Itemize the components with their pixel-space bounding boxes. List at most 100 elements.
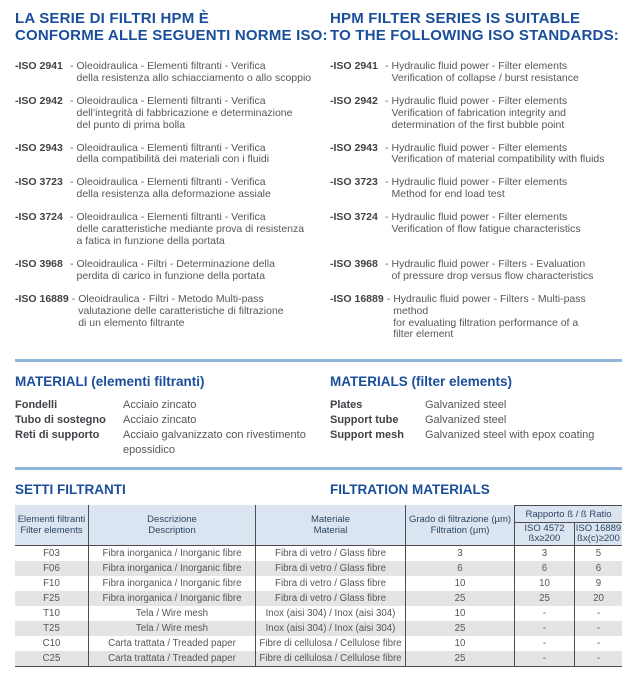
table-row: F06 Fibra inorganica / Inorganic fibre F…: [15, 561, 622, 577]
cell-filtration-grade: 6: [406, 561, 515, 577]
iso-code: -ISO 2943: [15, 141, 63, 154]
material-value: Galvanized steel with epox coating: [425, 429, 595, 442]
cell-iso-16889-ratio: -: [596, 608, 601, 620]
header-beta-ratio-group: Rapporto ß / ß Ratio: [515, 505, 622, 524]
iso-description-en: Hydraulic fluid power - Filter elements …: [391, 176, 568, 201]
iso-description-en: Hydraulic fluid power - Filters - Evalua…: [391, 257, 594, 282]
iso-description-it: Oleoidraulica - Filtri - Determinazione …: [76, 257, 275, 282]
cell-filtration-grade: 25: [406, 651, 515, 667]
material-row: Support tube Galvanized steel: [330, 413, 622, 428]
iso-separator: -: [70, 60, 74, 72]
header-material: Materiale Material: [256, 505, 406, 546]
iso-item-it: -ISO 2943 - Oleoidraulica - Elementi fil…: [15, 141, 330, 167]
iso-description-it: Oleoidraulica - Elementi filtranti - Ver…: [76, 211, 305, 247]
iso-separator: -: [70, 176, 74, 189]
standards-title-it: LA SERIE DI FILTRI HPM È CONFORME ALLE S…: [15, 10, 328, 44]
material-value: Galvanized steel: [425, 399, 507, 412]
cell-iso-4572-ratio: 6: [515, 561, 575, 577]
iso-description-it: Oleoidraulica - Elementi filtranti - Ver…: [76, 94, 293, 131]
cell-material: Fibra di vetro / Glass fibre: [256, 561, 406, 577]
iso-standard-row: -ISO 2943 - Oleoidraulica - Elementi fil…: [15, 141, 622, 167]
iso-code: -ISO 2941: [15, 60, 63, 72]
section-divider: [15, 359, 622, 363]
iso-item-it: -ISO 3723 - Oleoidraulica - Elementi fil…: [15, 176, 330, 201]
iso-description-it: Oleoidraulica - Elementi filtranti - Ver…: [76, 60, 312, 84]
iso-standard-row: -ISO 2941 - Oleoidraulica - Elementi fil…: [15, 60, 622, 85]
cell-material: Fibra di vetro / Glass fibre: [256, 576, 406, 592]
iso-separator: -: [70, 94, 74, 107]
iso-item-en: -ISO 2943 - Hydraulic fluid power - Filt…: [330, 142, 622, 167]
iso-code: -ISO 3723: [330, 176, 378, 189]
cell-iso-16889-ratio: 9: [595, 578, 602, 590]
iso-code: -ISO 3724: [15, 211, 63, 224]
cell-description: Fibra inorganica / Inorganic fibre: [89, 591, 256, 607]
iso-item-it: -ISO 3724 - Oleoidraulica - Elementi fil…: [15, 211, 330, 248]
materials-it: MATERIALI (elementi filtranti) Fondelli …: [15, 374, 330, 458]
filtration-table: Elementi filtranti Filter elements Descr…: [15, 505, 622, 668]
table-row: F03 Fibra inorganica / Inorganic fibre F…: [15, 546, 622, 562]
material-row: Tubo di sostegno Acciaio zincato: [15, 413, 330, 428]
material-value: Acciaio zincato: [123, 414, 197, 427]
iso-code: -ISO 3968: [15, 257, 63, 270]
table-row: C10 Carta trattata / Treaded paper Fibre…: [15, 636, 622, 652]
cell-iso-16889-ratio: 20: [593, 593, 604, 605]
cell-element-code: F25: [15, 591, 89, 607]
iso-item-en: -ISO 3723 - Hydraulic fluid power - Filt…: [330, 176, 622, 201]
table-row: F10 Fibra inorganica / Inorganic fibre F…: [15, 576, 622, 592]
iso-item-it: -ISO 3968 - Oleoidraulica - Filtri - Det…: [15, 257, 330, 283]
cell-iso-16889-ratio: -: [596, 653, 601, 665]
iso-separator: -: [385, 94, 389, 107]
table-row: T25 Tela / Wire mesh Inox (aisi 304) / I…: [15, 621, 622, 637]
material-value: Acciaio zincato: [123, 399, 197, 412]
section-divider: [15, 467, 622, 471]
iso-description-en: Hydraulic fluid power - Filters - Multi-…: [393, 292, 586, 341]
cell-description: Fibra inorganica / Inorganic fibre: [89, 576, 256, 592]
iso-separator: -: [70, 211, 74, 224]
material-label: Support tube: [330, 414, 399, 427]
iso-standard-row: -ISO 3723 - Oleoidraulica - Elementi fil…: [15, 176, 622, 201]
iso-code: -ISO 3723: [15, 176, 63, 189]
material-label: Plates: [330, 399, 363, 412]
iso-item-en: -ISO 16889 - Hydraulic fluid power - Fil…: [330, 292, 622, 342]
iso-separator: -: [70, 141, 74, 154]
standards-titles: LA SERIE DI FILTRI HPM È CONFORME ALLE S…: [15, 10, 622, 44]
filtration-title-en: FILTRATION MATERIALS: [330, 482, 490, 498]
iso-code: -ISO 2942: [330, 94, 378, 107]
iso-separator: -: [386, 292, 391, 305]
cell-iso-4572-ratio: 25: [515, 591, 575, 607]
iso-separator: -: [385, 60, 389, 72]
filtration-title-it: SETTI FILTRANTI: [15, 482, 126, 498]
iso-standard-row: -ISO 16889 - Oleoidraulica - Filtri - Me…: [15, 292, 622, 342]
cell-material: Fibre di cellulosa / Cellulose fibre: [256, 636, 406, 652]
cell-description: Tela / Wire mesh: [89, 621, 256, 637]
catalog-page: LA SERIE DI FILTRI HPM È CONFORME ALLE S…: [15, 10, 622, 668]
cell-element-code: F06: [15, 561, 89, 577]
cell-iso-4572-ratio: 3: [515, 546, 575, 562]
iso-item-en: -ISO 3724 - Hydraulic fluid power - Filt…: [330, 211, 622, 248]
cell-filtration-grade: 10: [406, 606, 515, 622]
cell-element-code: T25: [15, 621, 89, 637]
material-value: Acciaio galvanizzato con rivestimento ep…: [123, 429, 306, 457]
iso-separator: -: [71, 292, 76, 305]
iso-description-it: Oleoidraulica - Elementi filtranti - Ver…: [76, 176, 271, 201]
materials-title-en: MATERIALS (filter elements): [330, 374, 513, 390]
iso-description-en: Hydraulic fluid power - Filter elements …: [391, 94, 568, 131]
cell-description: Carta trattata / Treaded paper: [89, 651, 256, 667]
header-filter-elements: Elementi filtranti Filter elements: [15, 505, 89, 546]
material-row: Plates Galvanized steel: [330, 398, 622, 413]
iso-standard-row: -ISO 3968 - Oleoidraulica - Filtri - Det…: [15, 257, 622, 283]
iso-description-en: Hydraulic fluid power - Filter elements …: [391, 211, 581, 236]
cell-description: Carta trattata / Treaded paper: [89, 636, 256, 652]
material-row: Fondelli Acciaio zincato: [15, 398, 330, 413]
cell-filtration-grade: 25: [406, 591, 515, 607]
iso-code: -ISO 16889: [15, 292, 69, 305]
iso-code: -ISO 3724: [330, 211, 378, 224]
material-label: Reti di supporto: [15, 429, 100, 442]
material-label: Fondelli: [15, 399, 58, 412]
cell-element-code: C25: [15, 651, 89, 667]
iso-item-en: -ISO 2942 - Hydraulic fluid power - Filt…: [330, 94, 622, 132]
iso-code: -ISO 3968: [330, 257, 378, 270]
iso-standard-row: -ISO 2942 - Oleoidraulica - Elementi fil…: [15, 94, 622, 132]
cell-material: Inox (aisi 304) / Inox (aisi 304): [256, 621, 406, 637]
iso-code: -ISO 2942: [15, 94, 63, 107]
